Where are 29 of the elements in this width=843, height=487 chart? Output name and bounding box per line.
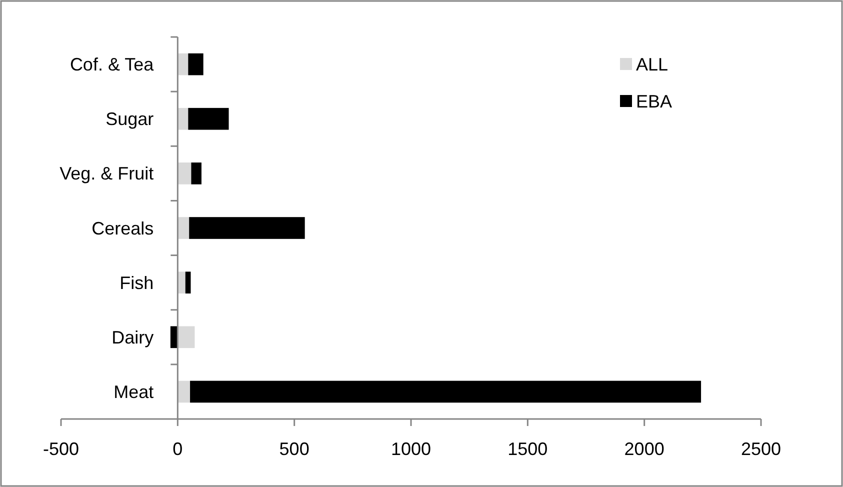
bar [188, 108, 229, 130]
y-tick-label: Cof. & Tea [70, 54, 155, 75]
x-tick-label: 0 [172, 439, 183, 459]
x-tick-label: 1000 [390, 439, 432, 459]
bar [178, 108, 188, 130]
bar [178, 162, 192, 184]
bar [191, 162, 202, 184]
legend-label: EBA [636, 91, 672, 112]
bar [185, 272, 191, 294]
bar [189, 217, 305, 239]
bar [178, 272, 186, 294]
bar [190, 380, 702, 403]
bar [188, 53, 204, 76]
y-tick-label: Cereals [92, 218, 154, 238]
bar [170, 326, 178, 348]
bar [178, 326, 195, 348]
x-tick-label: 1500 [508, 439, 548, 459]
y-tick-label: Sugar [106, 109, 154, 130]
x-tick-label: 2500 [740, 439, 782, 459]
y-tick-label: Dairy [112, 327, 154, 348]
x-tick-label: -500 [42, 439, 80, 459]
x-tick-label: 2000 [624, 439, 664, 459]
y-tick-label: Fish [120, 272, 154, 293]
y-tick-label: Veg. & Fruit [60, 164, 154, 184]
bar [178, 380, 190, 403]
y-tick-label: Meat [114, 382, 154, 402]
bar [178, 217, 190, 239]
x-tick-label: 500 [279, 439, 310, 459]
legend-label: ALL [636, 54, 668, 74]
